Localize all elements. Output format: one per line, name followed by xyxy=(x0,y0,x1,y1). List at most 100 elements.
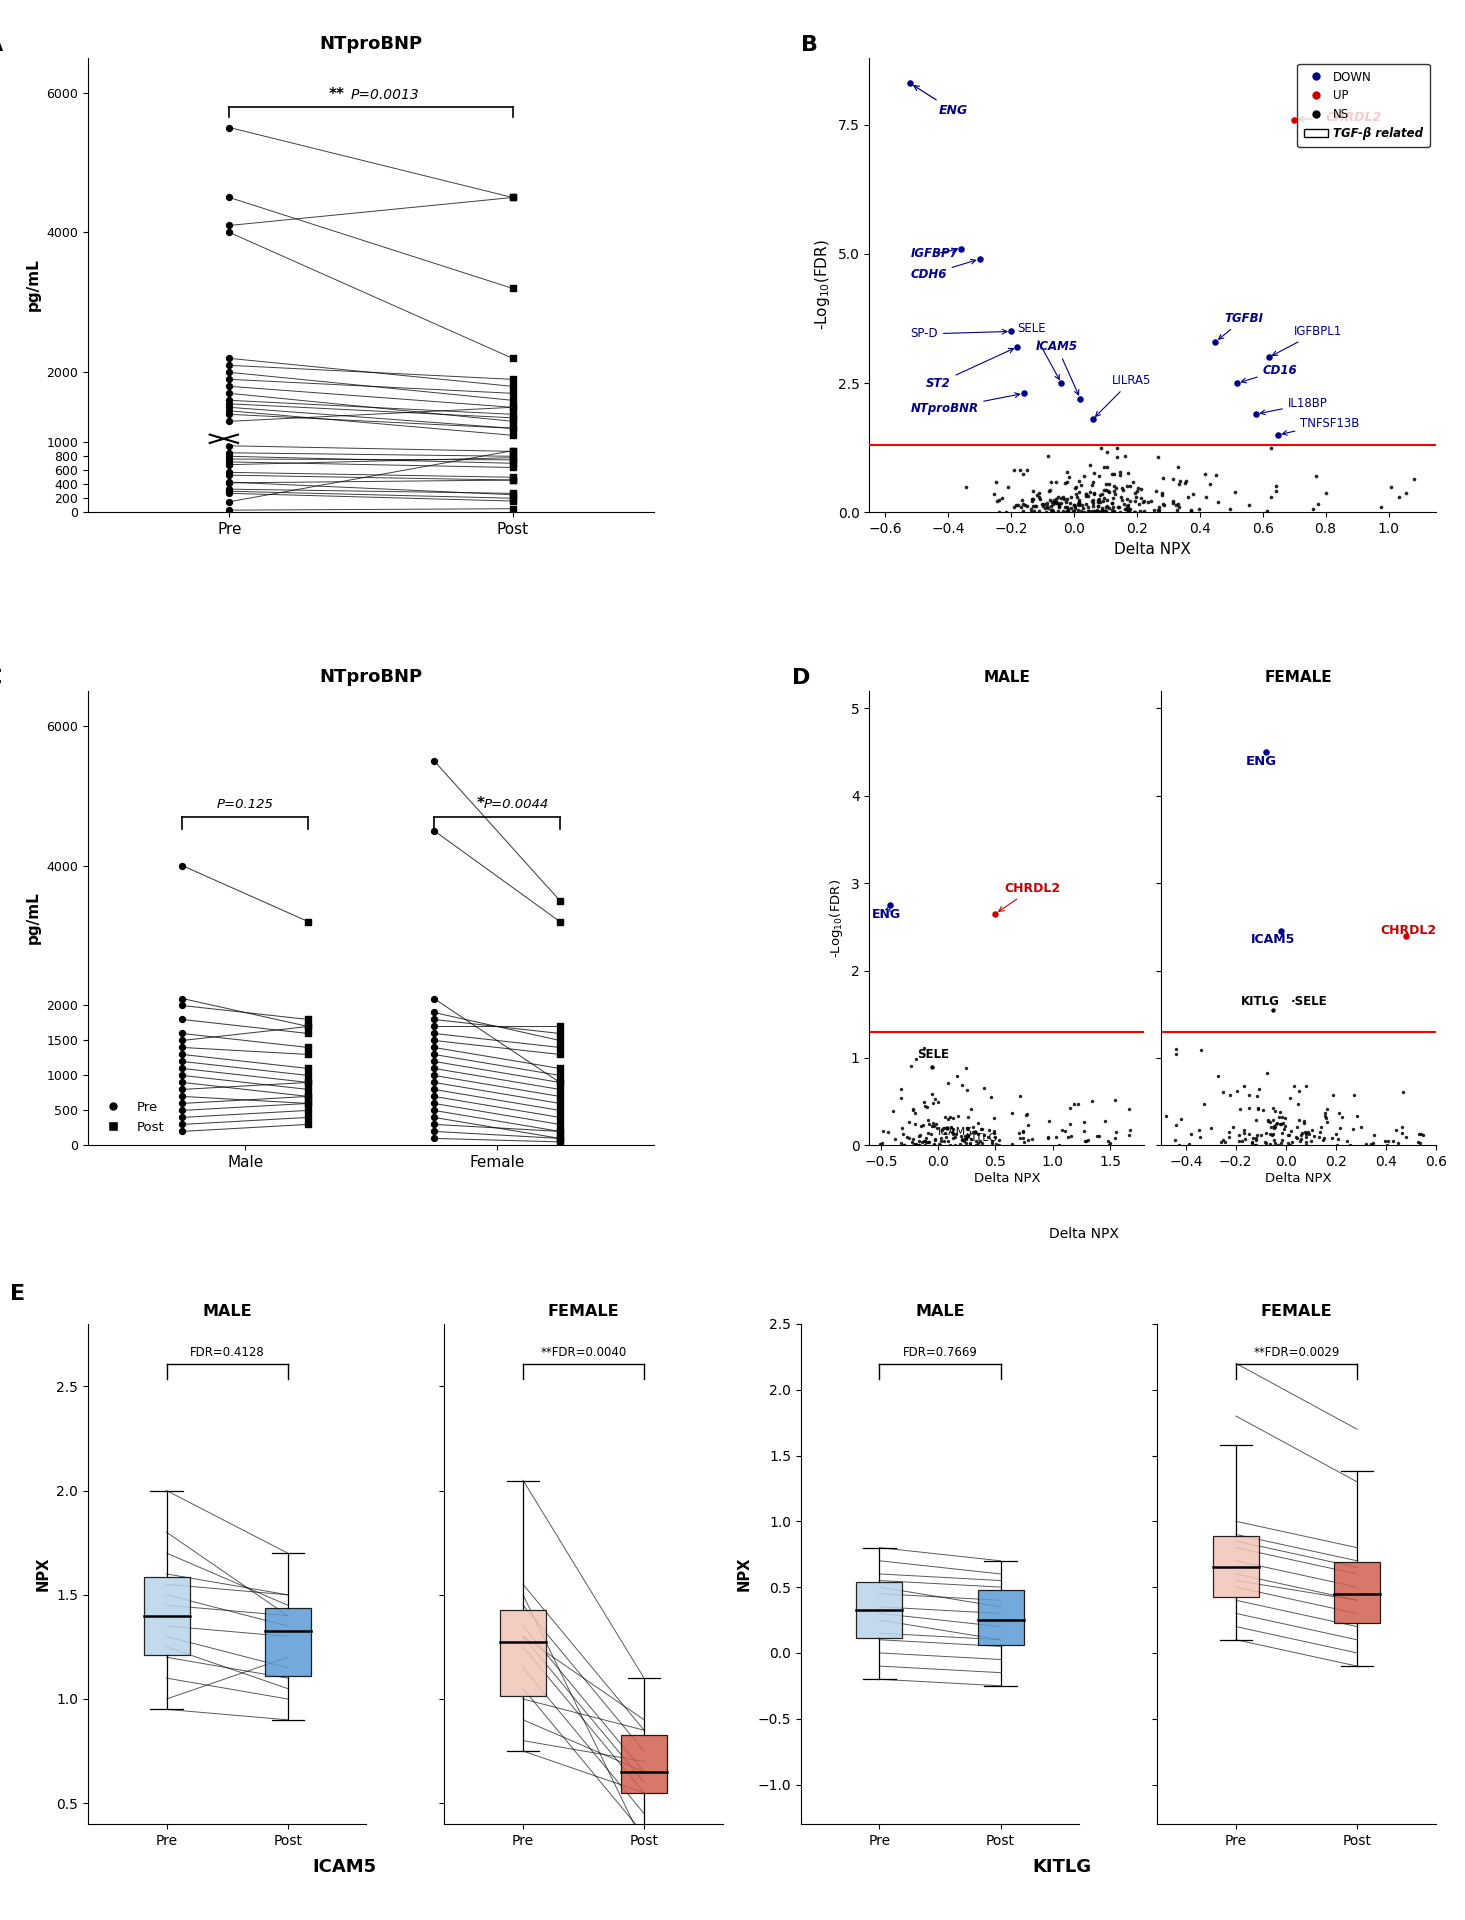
Point xyxy=(1081,488,1105,518)
Point xyxy=(1257,342,1280,372)
Point xyxy=(1040,490,1064,520)
Point xyxy=(1395,478,1418,509)
Text: B: B xyxy=(801,35,819,56)
Point xyxy=(1055,467,1078,497)
Point xyxy=(1109,482,1132,513)
Point xyxy=(1056,492,1080,522)
Point xyxy=(1256,495,1279,526)
Point xyxy=(1047,490,1071,520)
Point xyxy=(1103,478,1127,509)
Point xyxy=(1260,482,1283,513)
Point xyxy=(1096,484,1119,515)
Point xyxy=(968,1125,992,1156)
Point xyxy=(1031,490,1055,520)
Bar xyxy=(1335,1563,1380,1622)
Point xyxy=(1097,493,1121,524)
Point xyxy=(1291,1117,1314,1148)
Point xyxy=(1067,490,1090,520)
Point xyxy=(296,1060,319,1091)
Point xyxy=(1067,484,1090,515)
Point xyxy=(296,1012,319,1043)
Point xyxy=(422,996,445,1027)
Point xyxy=(1067,486,1090,516)
Point xyxy=(501,451,524,482)
Point xyxy=(1036,488,1059,518)
Point xyxy=(1078,476,1102,507)
Point xyxy=(1251,1094,1275,1125)
Point xyxy=(1056,495,1080,526)
Point xyxy=(987,484,1011,515)
Point xyxy=(1045,467,1068,497)
Point xyxy=(1285,1121,1308,1152)
Point xyxy=(1266,1108,1289,1139)
Point xyxy=(949,1121,973,1152)
Point xyxy=(1053,1116,1077,1146)
Point xyxy=(1295,1117,1318,1148)
X-axis label: Delta NPX: Delta NPX xyxy=(1264,1171,1332,1185)
Point xyxy=(1014,1100,1037,1131)
Point xyxy=(1108,492,1131,522)
Point xyxy=(901,1094,924,1125)
Point xyxy=(1119,486,1143,516)
Point xyxy=(1090,495,1113,526)
Point xyxy=(1313,1123,1336,1154)
Point xyxy=(936,1125,960,1156)
Point xyxy=(1207,1060,1231,1091)
Point xyxy=(422,1025,445,1056)
Point xyxy=(1244,1106,1267,1137)
Text: TGFBI: TGFBI xyxy=(1219,311,1264,340)
Point xyxy=(1280,1127,1304,1158)
Point xyxy=(949,234,973,265)
Point xyxy=(1068,384,1091,415)
Point xyxy=(908,1119,932,1150)
Point xyxy=(970,1114,993,1144)
Point xyxy=(1081,495,1105,526)
Text: ST2: ST2 xyxy=(926,348,1014,390)
Y-axis label: -Log$_{10}$(FDR): -Log$_{10}$(FDR) xyxy=(828,879,845,958)
Point xyxy=(1096,1125,1119,1156)
Point xyxy=(1193,1089,1216,1119)
Point xyxy=(1062,495,1086,526)
Point xyxy=(501,378,524,409)
Point xyxy=(1037,1106,1061,1137)
Point xyxy=(548,1102,571,1133)
Point xyxy=(914,1123,938,1154)
Point xyxy=(1263,1125,1286,1156)
Point xyxy=(422,1081,445,1112)
Point xyxy=(1253,1127,1276,1158)
Point xyxy=(952,1125,976,1156)
Point xyxy=(1241,1129,1264,1160)
Point xyxy=(1059,482,1083,513)
Point xyxy=(1113,493,1137,524)
Point xyxy=(1263,1114,1286,1144)
Point xyxy=(548,1123,571,1154)
Point xyxy=(1110,472,1134,503)
Point xyxy=(1276,1119,1299,1150)
Point xyxy=(1222,1112,1245,1142)
Point xyxy=(296,1081,319,1112)
Point xyxy=(1074,1125,1097,1156)
Point xyxy=(907,1125,930,1156)
Point xyxy=(1313,1098,1336,1129)
Point xyxy=(1116,497,1140,528)
Point xyxy=(980,1081,1004,1112)
Point xyxy=(932,1125,955,1156)
Point xyxy=(1292,1108,1316,1139)
Point xyxy=(1299,1114,1323,1144)
Point xyxy=(1264,1112,1288,1142)
Point xyxy=(296,1012,319,1043)
Point xyxy=(1339,1129,1362,1160)
Point xyxy=(1373,1125,1396,1156)
Point xyxy=(1008,455,1031,486)
Point xyxy=(1270,1117,1294,1148)
Point xyxy=(932,1114,955,1144)
Point xyxy=(1021,490,1045,520)
Point xyxy=(1127,472,1150,503)
Point xyxy=(911,1110,935,1140)
Point xyxy=(1021,484,1045,515)
Point xyxy=(951,1125,974,1156)
Point xyxy=(548,1025,571,1056)
Point xyxy=(1387,482,1411,513)
Point xyxy=(870,1127,894,1158)
Point xyxy=(218,449,242,480)
